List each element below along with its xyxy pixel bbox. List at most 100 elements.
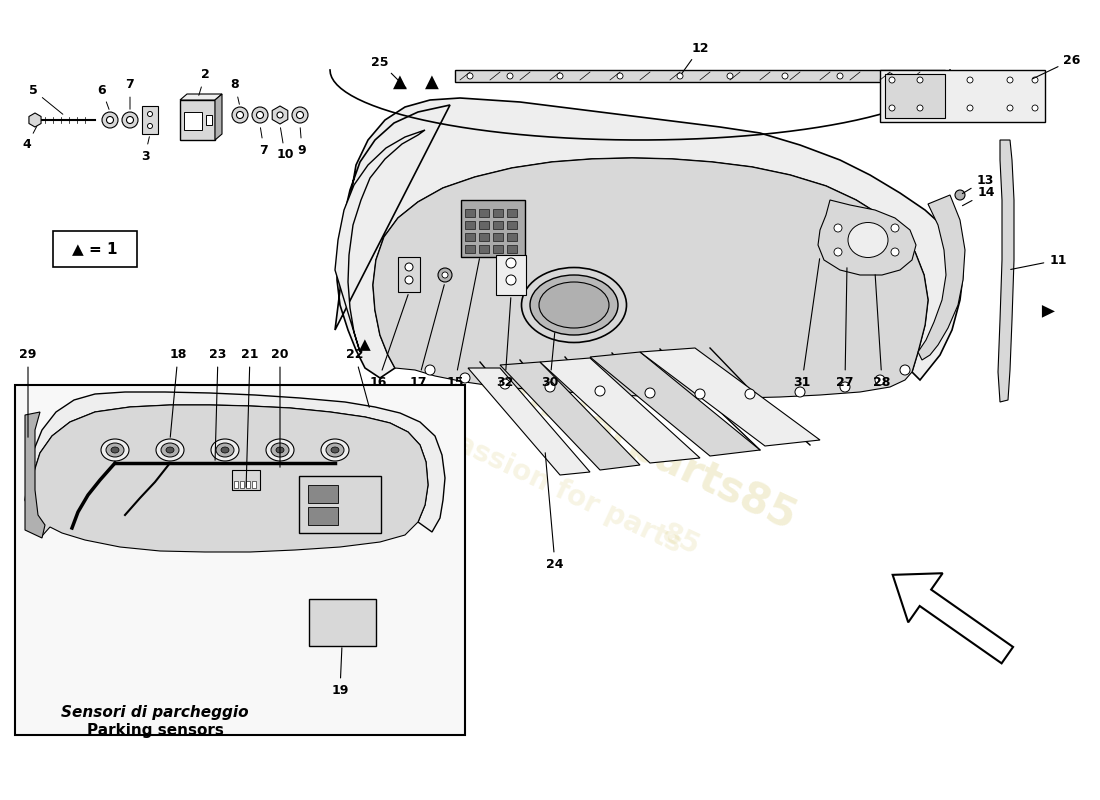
Ellipse shape <box>848 222 888 258</box>
Circle shape <box>468 73 473 79</box>
Bar <box>507 245 517 253</box>
Text: 4: 4 <box>23 126 36 151</box>
Circle shape <box>506 258 516 268</box>
Circle shape <box>460 373 470 383</box>
Ellipse shape <box>326 443 344 457</box>
Circle shape <box>506 275 516 285</box>
Ellipse shape <box>232 107 248 123</box>
FancyBboxPatch shape <box>308 507 338 525</box>
Text: ▲: ▲ <box>359 338 371 353</box>
Ellipse shape <box>266 439 294 461</box>
Text: 13: 13 <box>962 174 993 194</box>
Ellipse shape <box>102 112 118 128</box>
Bar <box>493 209 503 217</box>
Polygon shape <box>640 348 820 446</box>
FancyBboxPatch shape <box>246 481 250 488</box>
Circle shape <box>745 389 755 399</box>
Circle shape <box>782 73 788 79</box>
Text: 29: 29 <box>20 349 36 438</box>
Text: Sensori di parcheggio: Sensori di parcheggio <box>62 706 249 721</box>
Text: 9: 9 <box>298 128 306 157</box>
Text: 32: 32 <box>496 298 514 389</box>
Circle shape <box>891 248 899 256</box>
FancyBboxPatch shape <box>232 470 260 490</box>
Ellipse shape <box>276 447 284 453</box>
Text: 7: 7 <box>260 128 268 157</box>
Text: Parking sensors: Parking sensors <box>87 722 223 738</box>
Circle shape <box>1032 105 1038 111</box>
Text: 11: 11 <box>1011 254 1067 270</box>
Bar <box>465 209 475 217</box>
Ellipse shape <box>530 275 618 335</box>
Ellipse shape <box>252 107 268 123</box>
Circle shape <box>645 388 654 398</box>
Text: 85: 85 <box>657 519 704 561</box>
Circle shape <box>1006 105 1013 111</box>
Ellipse shape <box>221 447 229 453</box>
Circle shape <box>900 365 910 375</box>
Circle shape <box>891 224 899 232</box>
Polygon shape <box>500 362 640 470</box>
FancyBboxPatch shape <box>461 200 525 257</box>
Bar <box>507 233 517 241</box>
Ellipse shape <box>106 443 124 457</box>
Text: 14: 14 <box>962 186 994 206</box>
Ellipse shape <box>166 447 174 453</box>
FancyBboxPatch shape <box>15 385 465 735</box>
Polygon shape <box>25 412 45 538</box>
Circle shape <box>405 263 412 271</box>
Circle shape <box>557 73 563 79</box>
FancyBboxPatch shape <box>455 70 945 82</box>
Circle shape <box>834 224 842 232</box>
Polygon shape <box>214 94 222 140</box>
Ellipse shape <box>161 443 179 457</box>
Text: 3: 3 <box>141 137 150 162</box>
Ellipse shape <box>101 439 129 461</box>
Ellipse shape <box>271 443 289 457</box>
Ellipse shape <box>107 117 113 123</box>
FancyBboxPatch shape <box>240 481 244 488</box>
Polygon shape <box>336 130 425 352</box>
Ellipse shape <box>147 123 153 129</box>
Ellipse shape <box>147 111 153 117</box>
Bar <box>493 245 503 253</box>
Text: ▲: ▲ <box>393 73 407 91</box>
FancyBboxPatch shape <box>309 599 376 646</box>
Text: passion for parts: passion for parts <box>433 421 686 559</box>
Ellipse shape <box>126 117 133 123</box>
Circle shape <box>887 73 893 79</box>
Ellipse shape <box>321 439 349 461</box>
Circle shape <box>727 73 733 79</box>
Circle shape <box>837 73 843 79</box>
Text: 27: 27 <box>836 268 854 389</box>
Polygon shape <box>918 195 965 360</box>
Ellipse shape <box>211 439 239 461</box>
Text: 26: 26 <box>1033 54 1080 79</box>
Polygon shape <box>180 94 222 100</box>
Polygon shape <box>180 100 214 140</box>
Circle shape <box>834 248 842 256</box>
Text: 31: 31 <box>793 258 820 389</box>
FancyBboxPatch shape <box>206 115 212 125</box>
Ellipse shape <box>122 112 138 128</box>
Polygon shape <box>32 405 428 552</box>
FancyBboxPatch shape <box>252 481 256 488</box>
Text: 21: 21 <box>241 349 258 487</box>
Text: 18: 18 <box>169 349 187 438</box>
FancyBboxPatch shape <box>880 70 1045 122</box>
Ellipse shape <box>521 267 627 342</box>
Circle shape <box>917 77 923 83</box>
Circle shape <box>544 382 556 392</box>
Polygon shape <box>540 358 700 463</box>
Text: 30: 30 <box>541 333 559 389</box>
Ellipse shape <box>277 112 283 118</box>
FancyBboxPatch shape <box>299 476 381 533</box>
Circle shape <box>500 379 510 389</box>
Circle shape <box>955 190 965 200</box>
Text: 19: 19 <box>331 648 349 697</box>
FancyBboxPatch shape <box>142 106 158 134</box>
Circle shape <box>967 77 974 83</box>
Circle shape <box>889 105 895 111</box>
Ellipse shape <box>236 111 243 118</box>
Ellipse shape <box>111 447 119 453</box>
